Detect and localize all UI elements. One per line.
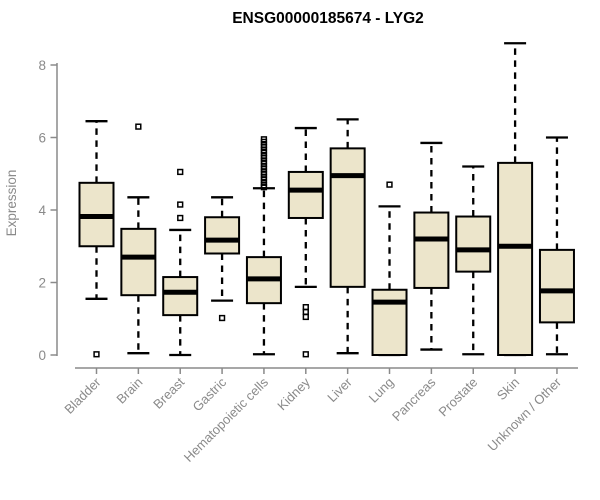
box-skin — [497, 42, 534, 357]
outlier-point — [177, 214, 184, 222]
x-category-label: Prostate — [436, 375, 481, 420]
x-category-label: Unknown / Other — [484, 374, 564, 454]
x-category-label: Bladder — [61, 374, 104, 417]
y-tick-label: 4 — [38, 203, 46, 218]
x-category-label: Kidney — [274, 374, 313, 413]
iqr-box — [204, 216, 241, 255]
y-tick-label: 8 — [38, 58, 46, 73]
y-tick-label: 0 — [38, 348, 46, 363]
outlier-point — [302, 313, 309, 321]
x-category-label: Lung — [366, 375, 397, 406]
outlier-point — [93, 351, 100, 358]
y-tick-label: 2 — [38, 275, 46, 290]
box-brain — [120, 123, 157, 355]
iqr-box — [120, 227, 157, 297]
outlier-point — [218, 314, 226, 322]
y-axis-label: Expression — [4, 170, 19, 237]
chart-title: ENSG00000185674 - LYG2 — [232, 10, 424, 27]
x-category-label: Pancreas — [389, 374, 439, 424]
outlier-point — [302, 351, 309, 358]
box-hematopoietic-cells — [245, 136, 282, 356]
outlier-point — [260, 184, 268, 191]
iqr-box — [455, 215, 492, 273]
iqr-box — [538, 248, 575, 324]
x-category-label: Liver — [324, 374, 355, 405]
outlier-point — [302, 308, 309, 316]
x-category-label: Skin — [494, 375, 522, 403]
outlier-point — [135, 123, 142, 130]
box-series — [78, 42, 575, 358]
iqr-box — [162, 276, 199, 317]
box-unknown-other — [538, 136, 575, 356]
box-liver — [329, 118, 366, 355]
box-lung — [371, 181, 408, 357]
x-category-label: Breast — [150, 374, 187, 411]
outlier-point — [177, 168, 184, 176]
iqr-box — [497, 161, 534, 356]
box-prostate — [455, 165, 492, 356]
outlier-point — [177, 201, 184, 208]
box-kidney — [287, 126, 324, 358]
iqr-box — [371, 288, 408, 356]
box-gastric — [204, 196, 241, 322]
y-tick-label: 6 — [38, 130, 46, 145]
x-category-label: Gastric — [189, 374, 229, 414]
iqr-box — [329, 147, 366, 288]
box-pancreas — [413, 141, 450, 351]
box-breast — [162, 168, 199, 357]
iqr-box — [287, 170, 324, 219]
outlier-point — [386, 181, 393, 188]
box-bladder — [78, 120, 115, 358]
x-category-label: Brain — [113, 375, 145, 407]
iqr-box — [413, 211, 450, 289]
